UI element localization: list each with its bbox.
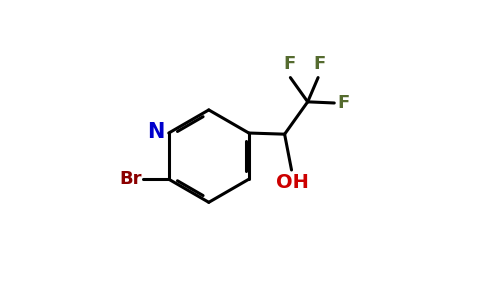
- Text: F: F: [313, 56, 325, 74]
- Text: N: N: [147, 122, 165, 142]
- Text: F: F: [283, 56, 295, 74]
- Text: F: F: [338, 94, 350, 112]
- Text: Br: Br: [120, 170, 142, 188]
- Text: OH: OH: [276, 173, 309, 192]
